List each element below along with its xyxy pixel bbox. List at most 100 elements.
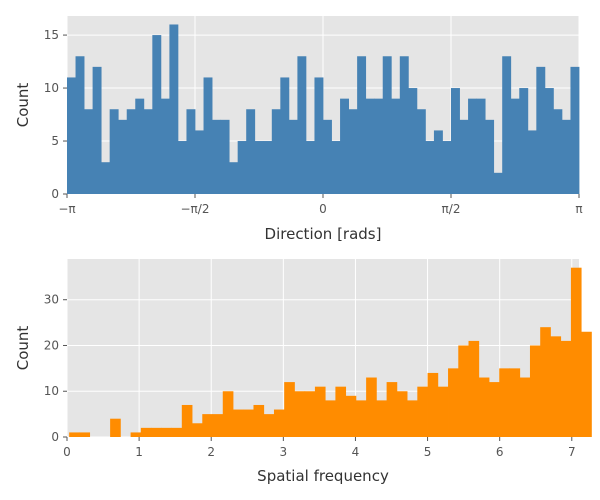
histogram-bar	[75, 56, 85, 195]
histogram-bar	[459, 119, 469, 194]
histogram-bar	[396, 391, 408, 437]
histogram-bar	[109, 109, 119, 194]
histogram-bar	[305, 141, 315, 194]
y-tick-label: 0	[51, 187, 59, 201]
histogram-bar	[478, 377, 490, 437]
histogram-bar	[476, 98, 486, 194]
histogram-bar	[79, 432, 91, 437]
histogram-bar	[468, 98, 478, 194]
histogram-bar	[253, 404, 265, 437]
x-tick-label: 2	[207, 445, 215, 459]
histogram-bar	[212, 414, 224, 437]
x-axis-label-spatial-frequency: Spatial frequency	[257, 467, 389, 485]
y-axis-label-direction: Count	[14, 83, 32, 128]
ticks-direction: −π −π/2 0 π/2 π 0 5 10 15	[44, 28, 583, 216]
histogram-bar	[271, 109, 281, 194]
histogram-bar	[561, 119, 571, 194]
histogram-bar	[84, 109, 94, 194]
histogram-bar	[489, 382, 500, 437]
histogram-spatial-frequency: 0 1 2 3 4 5 6 7 0 10 20 30 Spatial frequency Count	[14, 259, 592, 485]
ticks-spatial-frequency: 0 1 2 3 4 5 6 7 0 10 20 30	[44, 293, 576, 459]
histogram-bar	[254, 141, 264, 194]
histogram-bar	[171, 427, 183, 437]
histogram-bar	[118, 119, 128, 194]
histogram-bar	[437, 386, 449, 437]
histogram-bar	[126, 109, 136, 194]
x-tick-label: 7	[568, 445, 576, 459]
histogram-bar	[510, 98, 520, 194]
histogram-bar	[130, 432, 142, 437]
histogram-bar	[202, 414, 213, 437]
histogram-bar	[448, 368, 459, 437]
histogram-bar	[67, 77, 76, 194]
histogram-bar	[427, 372, 439, 437]
histogram-bar	[499, 368, 510, 437]
histogram-bar	[519, 377, 531, 437]
histogram-bar	[407, 400, 418, 437]
x-tick-label: 0	[319, 202, 327, 216]
histogram-bar	[263, 141, 273, 194]
histogram-bar	[101, 162, 111, 194]
histogram-bar	[161, 427, 172, 437]
histogram-bar	[509, 368, 521, 437]
histogram-bar	[135, 98, 145, 194]
histogram-bar	[151, 427, 162, 437]
histogram-bar	[399, 56, 409, 195]
histogram-bar	[280, 77, 290, 194]
histogram-bar	[417, 386, 428, 437]
histogram-bar	[374, 98, 384, 194]
histogram-bar	[366, 377, 377, 437]
histogram-bar	[323, 119, 332, 194]
histogram-bar	[493, 172, 503, 194]
histogram-bar	[570, 267, 582, 437]
histogram-bar	[345, 395, 357, 437]
x-tick-label: −π/2	[181, 202, 210, 216]
histogram-bar	[325, 400, 336, 437]
histogram-bar	[357, 56, 367, 195]
histogram-bar	[425, 141, 435, 194]
x-tick-label: 0	[63, 445, 71, 459]
x-tick-label: 5	[424, 445, 432, 459]
histogram-bar	[451, 88, 460, 194]
histogram-bar	[468, 340, 480, 437]
histogram-bar	[160, 98, 170, 194]
y-tick-label: 5	[51, 134, 59, 148]
histogram-bar	[527, 130, 537, 194]
histogram-bar	[192, 423, 203, 437]
histogram-bar	[143, 109, 153, 194]
histogram-bar	[186, 109, 196, 194]
histogram-bar	[391, 98, 401, 194]
histogram-bar	[288, 119, 298, 194]
histogram-bar	[485, 119, 495, 194]
histogram-bar	[376, 400, 388, 437]
histogram-bar	[92, 66, 102, 194]
histogram-bar	[222, 391, 234, 437]
histogram-bar	[263, 414, 275, 437]
histogram-bar	[553, 109, 563, 194]
histogram-bar	[220, 119, 230, 194]
histogram-bar	[519, 88, 529, 194]
x-tick-label: π	[575, 202, 582, 216]
histogram-bar	[314, 386, 326, 437]
histogram-bar	[581, 331, 592, 437]
histogram-bar	[348, 109, 358, 194]
histogram-bar	[335, 386, 347, 437]
histogram-bar	[355, 400, 367, 437]
histogram-bar	[529, 345, 541, 437]
histogram-bar	[502, 56, 512, 195]
bars-direction	[67, 24, 580, 195]
histogram-bar	[304, 391, 316, 437]
histogram-bar	[110, 418, 121, 437]
histogram-bar	[294, 391, 306, 437]
x-tick-label: 1	[135, 445, 143, 459]
histogram-bar	[550, 336, 562, 437]
histogram-bar	[314, 77, 324, 194]
histogram-bar	[229, 162, 239, 194]
histogram-bar	[536, 66, 546, 194]
x-tick-label: 6	[496, 445, 504, 459]
histogram-bar	[331, 141, 341, 194]
histogram-bar	[433, 130, 443, 194]
y-tick-label: 20	[44, 338, 59, 352]
histogram-bar	[212, 119, 222, 194]
